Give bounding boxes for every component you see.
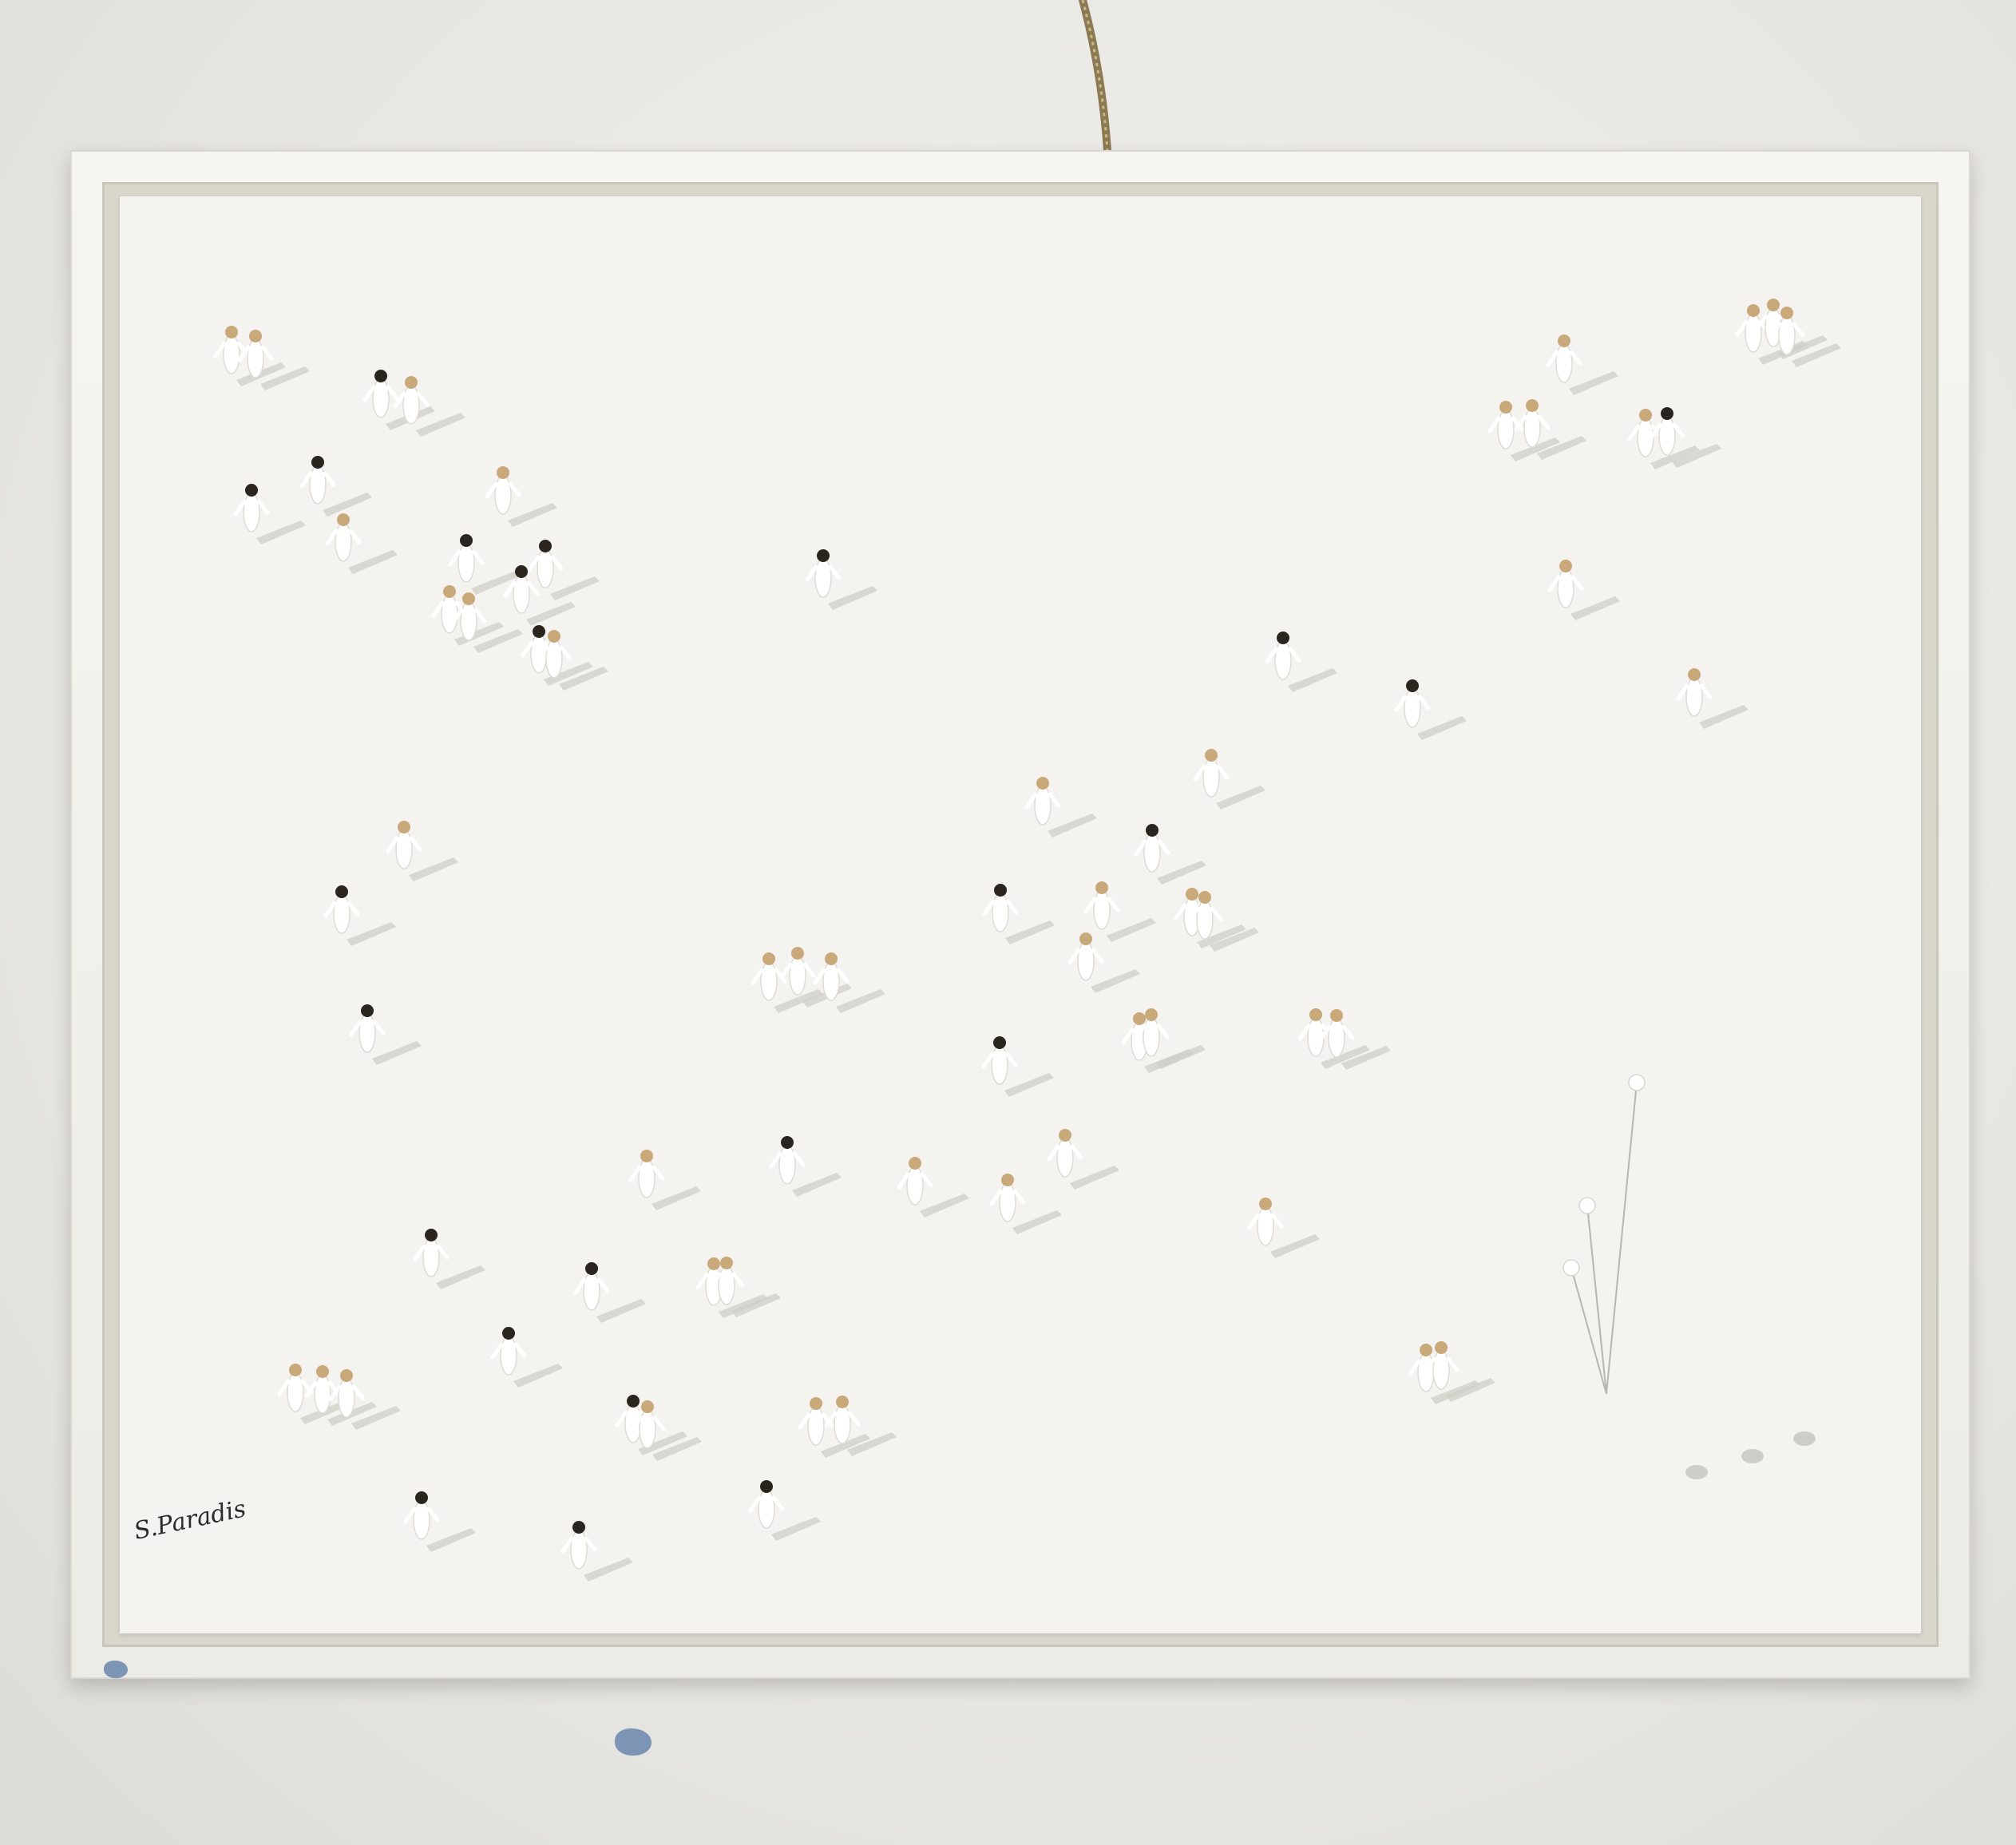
figure-person xyxy=(989,1174,1062,1234)
figure-person xyxy=(1514,399,1586,460)
balloon-string xyxy=(1570,1267,1607,1395)
figure-person xyxy=(328,1369,401,1430)
figure-person xyxy=(813,952,885,1013)
figure-person xyxy=(981,1036,1054,1097)
figure-person xyxy=(1067,932,1140,993)
figure-person xyxy=(798,1397,870,1458)
figure-person xyxy=(536,630,608,691)
figure-person xyxy=(413,1229,485,1289)
figure-person xyxy=(1547,560,1620,620)
figure-person xyxy=(1193,749,1265,810)
figure-person xyxy=(485,466,557,527)
figure-person xyxy=(1676,668,1749,729)
figure-person xyxy=(1083,881,1156,942)
figure-person xyxy=(1423,1341,1495,1402)
figure-person xyxy=(1134,824,1206,885)
figure-person xyxy=(1487,401,1560,461)
blue-putty-left xyxy=(104,1661,128,1678)
figure-person xyxy=(1649,407,1721,468)
balloon-string xyxy=(1586,1205,1607,1395)
figure-person xyxy=(1186,891,1259,952)
figure-person xyxy=(233,484,306,544)
balloon-shadow xyxy=(1741,1449,1764,1463)
figure-person xyxy=(393,376,465,437)
balloon-shadow xyxy=(1793,1431,1816,1446)
figure-person xyxy=(1318,1009,1391,1070)
balloon xyxy=(1628,1074,1646,1091)
figure-person xyxy=(349,1004,422,1065)
figure-person xyxy=(1024,777,1097,837)
figure-person xyxy=(748,1480,821,1541)
figure-person xyxy=(560,1521,633,1582)
blue-putty-bottom xyxy=(615,1728,652,1756)
balloon xyxy=(1562,1259,1580,1277)
figure-person xyxy=(403,1491,476,1552)
figure-person xyxy=(448,534,521,595)
figure-person xyxy=(751,952,823,1013)
figures-layer xyxy=(213,299,1841,1582)
figure-person xyxy=(708,1257,781,1317)
figure-person xyxy=(450,592,523,653)
figure-person xyxy=(805,549,877,610)
figure-person xyxy=(527,540,600,600)
figure-person xyxy=(897,1157,969,1217)
figure-person xyxy=(325,513,398,574)
figure-person xyxy=(1047,1129,1119,1190)
figure-person xyxy=(1394,679,1467,740)
figure-person xyxy=(1768,307,1841,367)
figure-person xyxy=(1247,1198,1320,1258)
figure-person xyxy=(323,885,396,946)
figure-person xyxy=(1546,335,1618,395)
figure-person xyxy=(490,1327,563,1388)
figure-person xyxy=(629,1400,702,1461)
figure-person xyxy=(769,1136,842,1197)
figure-person xyxy=(573,1262,646,1323)
figure-person xyxy=(386,821,458,881)
figure-person xyxy=(628,1150,701,1210)
figure-person xyxy=(1265,631,1337,692)
figure-person xyxy=(824,1396,897,1456)
figure-person xyxy=(982,884,1055,944)
figure-person xyxy=(1133,1008,1206,1069)
figure-person xyxy=(237,330,310,390)
picture-frame: S.Paradis xyxy=(70,150,1970,1679)
balloon-shadow xyxy=(1685,1465,1708,1479)
balloon xyxy=(1578,1197,1596,1214)
figure-person xyxy=(503,565,576,626)
figure-person xyxy=(299,456,372,517)
artwork-canvas: S.Paradis xyxy=(120,196,1921,1633)
balloon-string xyxy=(1606,1082,1638,1395)
